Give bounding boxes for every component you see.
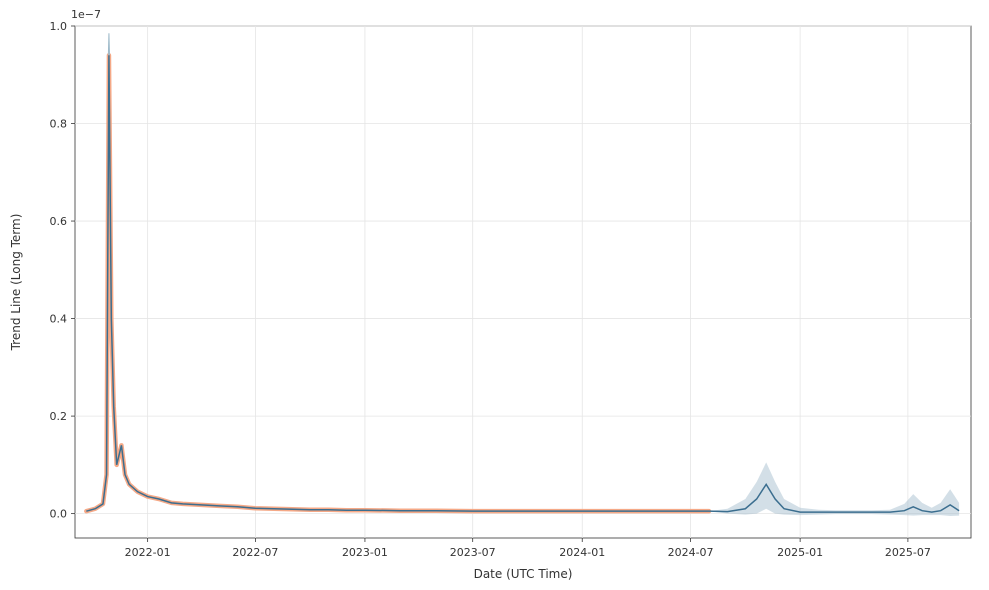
y-exponent-label: 1e−7 xyxy=(71,8,101,21)
chart-container: 0.0 0.2 0.4 0.6 0.8 1.0 2022-01 2022-07 2023-01 2… xyxy=(0,0,989,590)
x-tick-label: 2025-07 xyxy=(885,546,931,559)
trend-line-chart: 0.0 0.2 0.4 0.6 0.8 1.0 2022-01 2022-07 2023-01 2… xyxy=(0,0,989,590)
y-tick-label: 1.0 xyxy=(50,20,68,33)
x-tick-label: 2022-07 xyxy=(232,546,278,559)
x-tick-label: 2023-01 xyxy=(342,546,388,559)
y-axis-label: Trend Line (Long Term) xyxy=(9,214,23,352)
y-tick-label: 0.6 xyxy=(50,215,68,228)
y-tick-label: 0.4 xyxy=(50,313,68,326)
y-tick-label: 0.8 xyxy=(50,118,68,131)
x-tick-label: 2023-07 xyxy=(450,546,496,559)
x-tick-label: 2024-07 xyxy=(668,546,714,559)
y-tick-label: 0.2 xyxy=(50,410,68,423)
x-axis-label: Date (UTC Time) xyxy=(474,567,573,581)
x-tick-label: 2025-01 xyxy=(777,546,823,559)
x-tick-label: 2022-01 xyxy=(125,546,171,559)
y-tick-label: 0.0 xyxy=(50,508,68,521)
x-tick-label: 2024-01 xyxy=(559,546,605,559)
